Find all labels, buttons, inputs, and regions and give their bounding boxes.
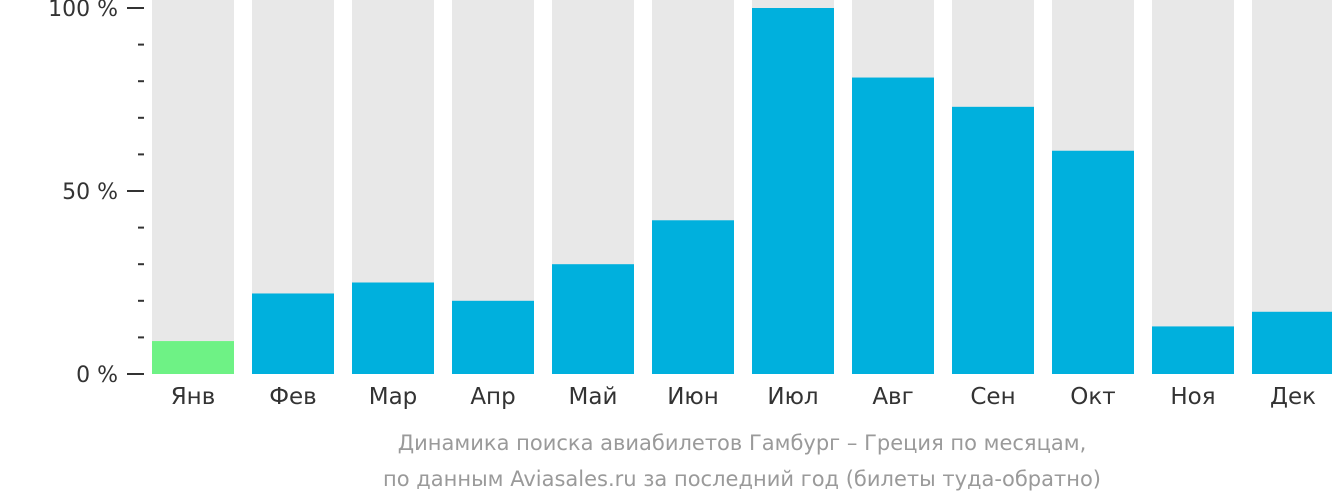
x-tick-label-5: Май bbox=[569, 384, 618, 410]
y-tick-label-2: 50 % bbox=[62, 180, 118, 205]
x-tick-label-6: Июн bbox=[667, 384, 719, 410]
bar-2[interactable] bbox=[252, 293, 334, 374]
bar-6[interactable] bbox=[652, 220, 734, 374]
y-tick-label-3: 100 % bbox=[48, 0, 118, 22]
bar-9[interactable] bbox=[952, 106, 1034, 374]
bar-4[interactable] bbox=[452, 300, 534, 374]
x-tick-label-10: Окт bbox=[1070, 384, 1115, 410]
x-axis-labels: Янв Фев Мар Апр Май Июн Июл Авг Сен Окт Ноя Дек bbox=[171, 384, 1316, 410]
bar-11[interactable] bbox=[1152, 326, 1234, 374]
y-tick-label-1: 0 % bbox=[76, 363, 118, 388]
x-tick-label-7: Июл bbox=[767, 384, 818, 410]
bar-10[interactable] bbox=[1052, 150, 1134, 374]
bar-1[interactable] bbox=[152, 341, 234, 374]
y-axis: 0 % 50 % 100 % bbox=[48, 0, 144, 388]
x-tick-label-3: Мар bbox=[369, 384, 418, 410]
bar-track-1 bbox=[152, 0, 234, 374]
bar-8[interactable] bbox=[852, 77, 934, 374]
bar-7[interactable] bbox=[752, 8, 834, 374]
x-tick-label-4: Апр bbox=[470, 384, 515, 410]
bar-3[interactable] bbox=[352, 282, 434, 375]
bars bbox=[152, 8, 1332, 374]
bar-track-12 bbox=[1252, 0, 1332, 374]
chart-caption-line-2: по данным Aviasales.ru за последний год … bbox=[383, 467, 1101, 491]
x-tick-label-8: Авг bbox=[872, 384, 913, 410]
bar-track-11 bbox=[1152, 0, 1234, 374]
bar-12[interactable] bbox=[1252, 311, 1332, 374]
bar-5[interactable] bbox=[552, 264, 634, 374]
chart-caption-line-1: Динамика поиска авиабилетов Гамбург – Гр… bbox=[397, 431, 1087, 455]
x-tick-label-12: Дек bbox=[1270, 384, 1316, 410]
x-tick-label-2: Фев bbox=[269, 384, 317, 410]
x-tick-label-9: Сен bbox=[970, 384, 1015, 410]
x-tick-label-1: Янв bbox=[171, 384, 216, 410]
x-tick-label-11: Ноя bbox=[1170, 384, 1215, 410]
